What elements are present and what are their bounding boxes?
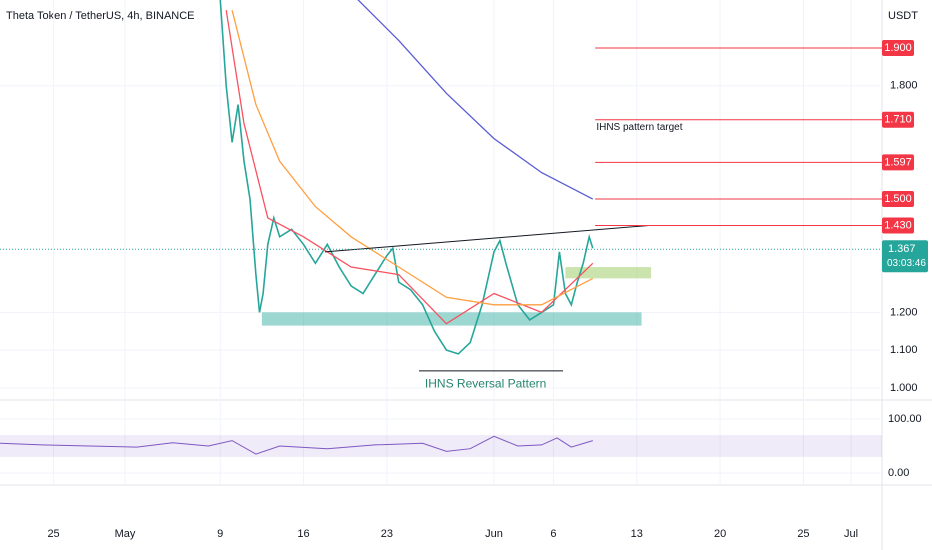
- level-badge: [882, 111, 914, 128]
- x-tick-label: 25: [47, 528, 59, 540]
- level-label: 1.430: [884, 219, 912, 231]
- price-line: [225, 10, 594, 325]
- x-tick-label: Jul: [844, 528, 858, 540]
- zone: [261, 312, 642, 326]
- chart-title: Theta Token / TetherUS, 4h, BINANCE: [6, 10, 195, 22]
- y-tick-label: 1.800: [890, 80, 918, 92]
- trendline: [324, 224, 649, 253]
- rsi-line: [0, 435, 593, 455]
- last-price-badge: [882, 240, 928, 273]
- level-badge: [882, 191, 914, 208]
- x-tick-label: 9: [217, 528, 223, 540]
- price-line: [357, 0, 594, 200]
- level-label: 1.710: [884, 114, 912, 126]
- currency-label: USDT: [888, 10, 918, 22]
- annotation: IHNS Reversal Pattern: [425, 376, 546, 390]
- price-line: [231, 10, 594, 306]
- zone: [565, 267, 652, 279]
- x-tick-label: 20: [714, 528, 726, 540]
- level-label: 1.900: [884, 42, 912, 54]
- x-tick-label: Jun: [485, 528, 503, 540]
- level-badge: [882, 154, 914, 171]
- x-tick-label: 16: [297, 528, 309, 540]
- y-tick-label: 1.100: [890, 344, 918, 356]
- rsi-tick-label: 100.00: [888, 413, 922, 425]
- level-label: 1.597: [884, 156, 912, 168]
- x-tick-label: 13: [631, 528, 643, 540]
- level-badge: [882, 217, 914, 234]
- rsi-tick-label: 0.00: [888, 467, 909, 479]
- rsi-band: [0, 435, 882, 457]
- x-tick-label: May: [115, 528, 136, 540]
- level-label: 1.500: [884, 193, 912, 205]
- y-tick-label: 1.200: [890, 306, 918, 318]
- x-tick-label: 6: [550, 528, 556, 540]
- last-price-label: 1.367: [888, 243, 916, 255]
- x-tick-label: 25: [797, 528, 809, 540]
- x-tick-label: 23: [381, 528, 393, 540]
- annotation: IHNS pattern target: [596, 122, 682, 133]
- level-badge: [882, 39, 914, 56]
- countdown: 03:03:46: [887, 258, 926, 269]
- y-tick-label: 1.000: [890, 382, 918, 394]
